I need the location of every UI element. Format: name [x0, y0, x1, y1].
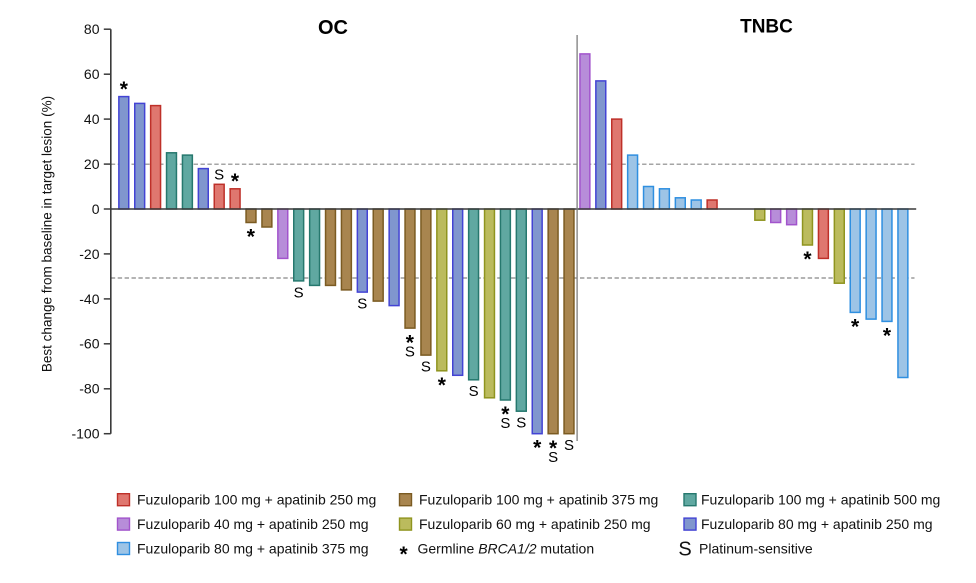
svg-text:0: 0	[92, 201, 100, 217]
svg-text:*: *	[406, 331, 415, 354]
svg-text:*: *	[883, 324, 892, 347]
svg-text:Fuzuloparib 80 mg + apatinib 2: Fuzuloparib 80 mg + apatinib 250 mg	[701, 516, 933, 532]
svg-text:-60: -60	[79, 336, 99, 352]
svg-text:*: *	[120, 78, 129, 101]
svg-text:Fuzuloparib 100 mg + apatinib: Fuzuloparib 100 mg + apatinib 500 mg	[701, 492, 940, 508]
svg-text:-100: -100	[71, 426, 99, 442]
svg-text:Fuzuloparib 40 mg + apatinib 2: Fuzuloparib 40 mg + apatinib 250 mg	[137, 516, 369, 532]
svg-text:S: S	[294, 284, 304, 301]
svg-text:S: S	[516, 415, 526, 432]
svg-text:*: *	[851, 315, 860, 338]
svg-text:*: *	[438, 374, 447, 397]
svg-text:S: S	[469, 383, 479, 400]
svg-text:S: S	[357, 296, 367, 313]
svg-text:TNBC: TNBC	[740, 17, 793, 38]
svg-text:S: S	[564, 437, 574, 454]
svg-text:20: 20	[84, 156, 100, 172]
svg-text:S: S	[214, 167, 224, 184]
svg-text:-20: -20	[79, 246, 99, 262]
svg-text:*: *	[231, 170, 240, 193]
svg-text:-40: -40	[79, 291, 99, 307]
svg-text:Fuzuloparib 80 mg + apatinib 3: Fuzuloparib 80 mg + apatinib 375 mg	[137, 540, 369, 556]
svg-text:*: *	[803, 248, 812, 271]
svg-text:S: S	[421, 359, 431, 376]
svg-text:Fuzuloparib 60 mg + apatinib 2: Fuzuloparib 60 mg + apatinib 250 mg	[419, 516, 651, 532]
svg-text:S: S	[405, 343, 415, 360]
svg-text:*: *	[549, 437, 558, 460]
svg-text:OC: OC	[318, 17, 348, 39]
svg-text:*: *	[501, 403, 510, 426]
svg-text:S: S	[548, 449, 558, 466]
svg-text:Platinum-sensitive: Platinum-sensitive	[699, 540, 813, 556]
svg-text:S: S	[678, 539, 691, 561]
svg-text:40: 40	[84, 111, 100, 127]
svg-text:60: 60	[84, 66, 100, 82]
svg-text:Germline BRCA1/2 mutation: Germline BRCA1/2 mutation	[418, 540, 595, 556]
svg-text:*: *	[247, 226, 256, 249]
svg-text:-80: -80	[79, 381, 99, 397]
svg-text:Fuzuloparib 100 mg + apatinib: Fuzuloparib 100 mg + apatinib 375 mg	[419, 492, 658, 508]
svg-text:Fuzuloparib 100 mg + apatinib: Fuzuloparib 100 mg + apatinib 250 mg	[137, 492, 376, 508]
svg-text:*: *	[533, 437, 542, 460]
svg-text:S: S	[500, 415, 510, 432]
svg-text:Best change from baseline in t: Best change from baseline in target lesi…	[40, 96, 55, 372]
svg-text:80: 80	[84, 21, 100, 37]
svg-text:*: *	[400, 543, 409, 566]
